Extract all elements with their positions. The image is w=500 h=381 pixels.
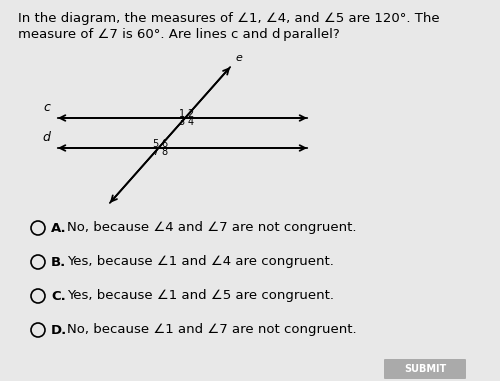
Text: 3: 3 <box>178 117 184 127</box>
Text: SUBMIT: SUBMIT <box>404 364 446 374</box>
Text: Yes, because ∠1 and ∠4 are congruent.: Yes, because ∠1 and ∠4 are congruent. <box>67 256 334 269</box>
Text: B.: B. <box>51 256 66 269</box>
Text: 7: 7 <box>152 147 158 157</box>
Text: A.: A. <box>51 221 66 234</box>
Text: No, because ∠4 and ∠7 are not congruent.: No, because ∠4 and ∠7 are not congruent. <box>67 221 356 234</box>
Text: Yes, because ∠1 and ∠5 are congruent.: Yes, because ∠1 and ∠5 are congruent. <box>67 290 334 303</box>
Text: D.: D. <box>51 323 67 336</box>
Text: 4: 4 <box>188 117 194 127</box>
Text: 1: 1 <box>178 109 184 119</box>
Text: e: e <box>235 53 242 63</box>
Text: 2: 2 <box>188 109 194 119</box>
Text: c: c <box>43 101 50 114</box>
Text: measure of ∠7 is 60°. Are lines c and d parallel?: measure of ∠7 is 60°. Are lines c and d … <box>18 28 340 41</box>
Text: 6: 6 <box>161 139 167 149</box>
Text: In the diagram, the measures of ∠1, ∠4, and ∠5 are 120°. The: In the diagram, the measures of ∠1, ∠4, … <box>18 12 440 25</box>
Text: 5: 5 <box>152 139 158 149</box>
Text: d: d <box>42 131 50 144</box>
FancyBboxPatch shape <box>384 359 466 379</box>
Text: 8: 8 <box>161 147 167 157</box>
Text: No, because ∠1 and ∠7 are not congruent.: No, because ∠1 and ∠7 are not congruent. <box>67 323 356 336</box>
Text: C.: C. <box>51 290 66 303</box>
